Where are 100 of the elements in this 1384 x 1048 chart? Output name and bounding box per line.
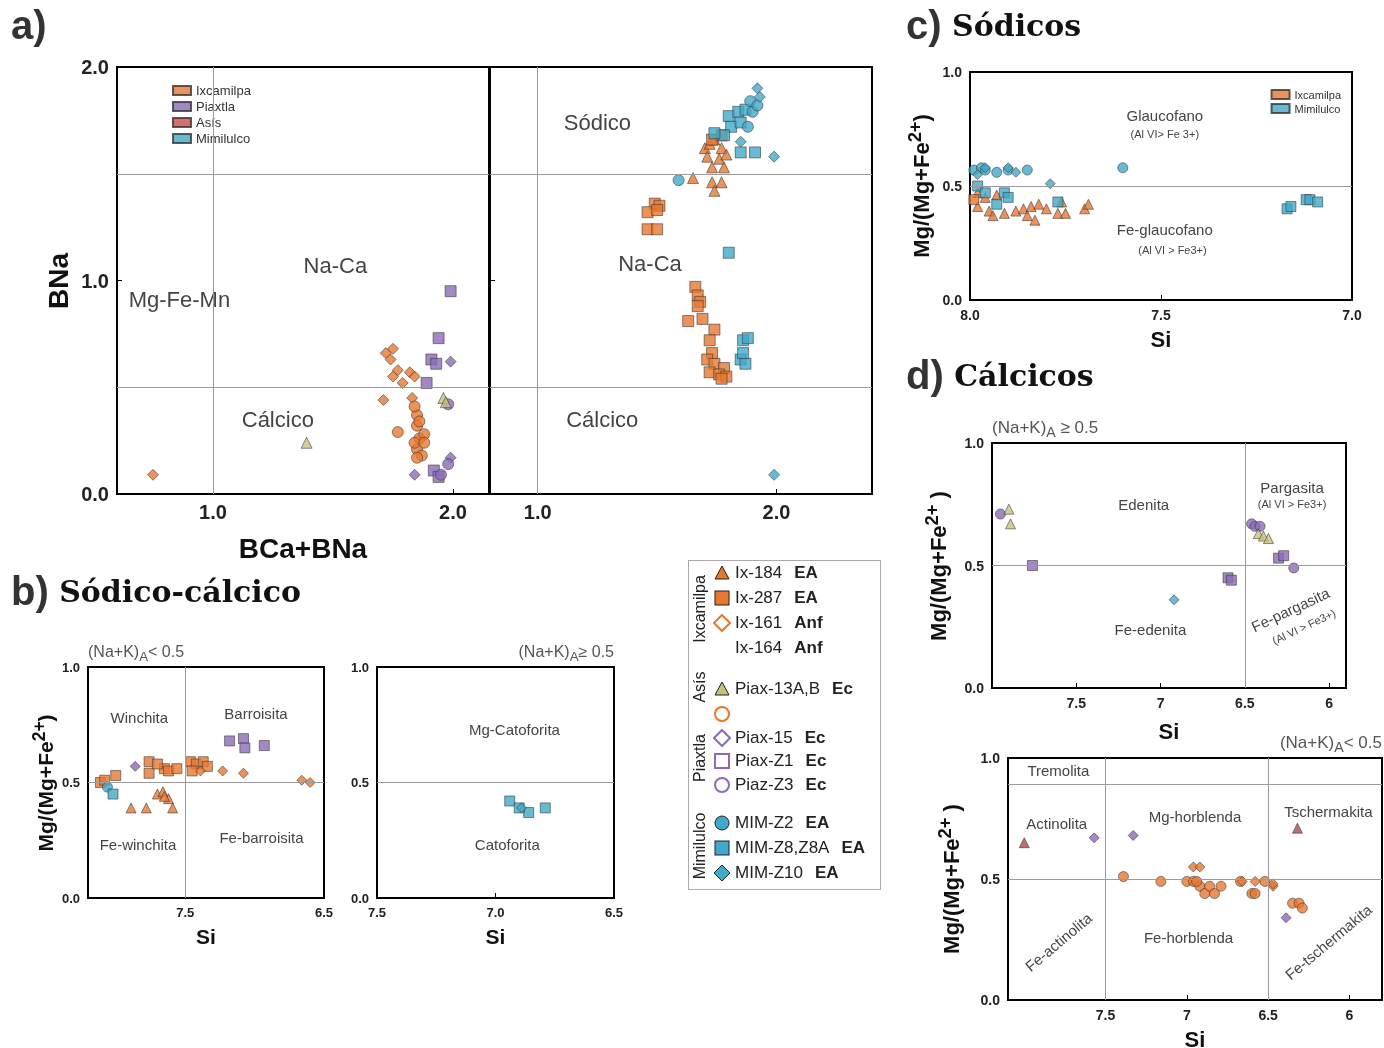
y-tick-label: 1.0 [964, 435, 985, 451]
annotation: Tremolita [1027, 761, 1091, 779]
y-tick-label: 0.5 [964, 557, 985, 574]
annotation: Glaucofano [1126, 106, 1204, 124]
text: EA [794, 563, 818, 582]
text: MIM-Z8,Z8A [735, 838, 830, 857]
x-axis-title: BCa+BNa [238, 532, 368, 564]
annotation: Pargasita [1260, 478, 1325, 496]
legend-label: Mimilulco [1294, 102, 1341, 115]
text: EA [794, 588, 818, 607]
chart-title: c) Sódicos [906, 3, 1082, 47]
text: Piaz-Z3 [735, 775, 794, 794]
x-tick-label: 7 [1156, 695, 1165, 711]
y-tick-label: 1.0 [942, 64, 963, 80]
y-tick-label: 0.5 [980, 871, 1001, 887]
annotation: Na-Ca [303, 253, 368, 279]
y-tick-label: 0.0 [350, 890, 369, 906]
annotation: Tschermakita [1284, 802, 1374, 820]
text: Ec [832, 679, 853, 698]
text: EA [815, 863, 839, 882]
text: Mimilulco [691, 812, 709, 880]
x-tick-label: 6.5 [1258, 1007, 1279, 1023]
annotation: Na-Ca [618, 250, 683, 276]
annotation: Mg-Catoforita [469, 720, 561, 738]
annotation: Fe-glaucofano [1116, 220, 1213, 238]
x-tick-label: 1.0 [199, 501, 227, 523]
text: Ixcamilpa [691, 575, 709, 643]
text: MIM-Z2 [735, 813, 794, 832]
text: Piax-13A,B [735, 679, 821, 698]
annotation: Edenita [1118, 495, 1170, 513]
annotation: Actinolita [1026, 814, 1088, 832]
text: Ix-161 [735, 613, 783, 632]
y-tick-label: 0.0 [942, 292, 963, 308]
annotation: Mg-horblenda [1148, 807, 1242, 825]
chart-subtitle: (Na+K)$_{A}$ ≥ 0.5 [992, 418, 1099, 441]
annotation: Catoforita [474, 836, 541, 854]
x-tick-label: 6.5 [604, 905, 624, 920]
text: Anf [794, 638, 823, 657]
x-axis-title: Si [1184, 1026, 1206, 1048]
annotation: Fe-horblenda [1143, 928, 1234, 946]
y-tick-label: 1.0 [61, 659, 80, 675]
y-tick-label: 1.0 [980, 750, 1001, 766]
annotation: (Al VI > Fe3+) [1138, 243, 1207, 256]
x-tick-label: 6 [1345, 1007, 1354, 1023]
x-axis-title: Si [485, 925, 506, 948]
x-tick-label: 7 [1182, 1007, 1191, 1023]
annotation: (Al VI > Fe3+) [1257, 498, 1327, 511]
x-tick-label: 6.5 [314, 905, 334, 920]
x-tick-label: 7.5 [1151, 307, 1171, 323]
y-tick-label: 0.0 [61, 890, 80, 906]
text: Piax-15 [735, 728, 793, 747]
text: Ec [804, 728, 826, 747]
text: EA [841, 838, 866, 857]
y-tick-label: 0.5 [61, 775, 80, 790]
y-tick-label: 0.0 [980, 992, 1001, 1008]
x-tick-label: 2.0 [439, 501, 467, 523]
x-tick-label: 2.0 [762, 501, 791, 523]
text: Asís [691, 671, 709, 703]
annotation: Mg-Fe-Mn [128, 287, 231, 313]
text: Anf [794, 613, 823, 632]
y-tick-label: 0.5 [350, 775, 369, 790]
annotation: Winchita [110, 709, 169, 727]
chart-title: a) [11, 3, 47, 47]
y-axis-title: BNa [42, 252, 76, 309]
text: Piaxtla [691, 733, 709, 783]
x-tick-label: 7.5 [1095, 1007, 1116, 1023]
x-tick-label: 6.5 [1235, 695, 1255, 711]
text: MIM-Z10 [735, 863, 803, 882]
annotation: (Al VI> Fe 3+) [1130, 127, 1200, 140]
legend-label: Mimilulco [196, 131, 251, 146]
text: Piax-Z1 [735, 751, 794, 770]
x-tick-label: 1.0 [523, 501, 552, 523]
annotation: Fe-winchita [99, 836, 177, 854]
legend-label: Ixcamilpa [1294, 88, 1342, 101]
annotation: Cálcico [566, 406, 639, 432]
chart-title: b) Sódico-cálcico [11, 569, 302, 613]
y-tick-label: 0.0 [964, 680, 985, 696]
text: Ec [805, 775, 827, 794]
y-tick-label: 1.0 [350, 659, 369, 675]
x-tick-label: 6 [1325, 695, 1334, 711]
chart-title: d) Cálcicos [906, 353, 1094, 397]
chart-subtitle: (Na+K)$_{A}$< 0.5 [88, 643, 185, 665]
text: Ix-287 [735, 588, 783, 607]
x-tick-label: 7.0 [1342, 307, 1362, 323]
chart-subtitle: (Na+K)$_{A}$≥ 0.5 [518, 643, 614, 665]
chart-subtitle: (Na+K)$_{A}$< 0.5 [1279, 733, 1382, 756]
legend-label: Ixcamilpa [196, 83, 252, 98]
x-tick-label: 7.5 [1066, 695, 1087, 711]
text: EA [805, 813, 830, 832]
x-axis-title: Si [1158, 718, 1180, 744]
x-tick-label: 8.0 [960, 307, 980, 323]
y-tick-label: 0.0 [81, 483, 109, 505]
annotation: Cálcico [241, 406, 314, 432]
y-tick-label: 1.0 [81, 269, 109, 292]
x-axis-title: Si [196, 925, 216, 948]
y-tick-label: 2.0 [81, 56, 109, 78]
text: Ec [805, 751, 827, 770]
x-tick-label: 7.5 [176, 905, 195, 920]
x-tick-label: 7.5 [367, 905, 387, 920]
text: Ix-184 [735, 563, 783, 582]
